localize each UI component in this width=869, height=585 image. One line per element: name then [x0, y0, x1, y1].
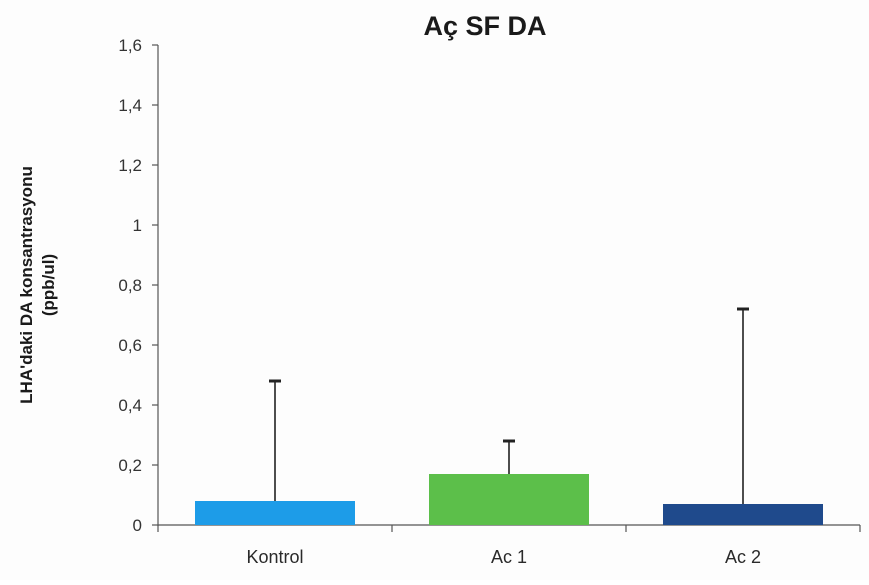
y-tick-label: 0,4 — [118, 396, 142, 415]
bar-ac-1 — [429, 474, 589, 525]
y-tick-label: 0,2 — [118, 456, 142, 475]
x-tick-label: Ac 2 — [725, 547, 761, 567]
y-tick-label: 1,4 — [118, 96, 142, 115]
y-axis-label: LHA'daki DA konsantrasyonu (ppb/ul) — [17, 166, 58, 404]
y-tick-label: 0 — [133, 516, 142, 535]
y-tick-label: 1,6 — [118, 36, 142, 55]
y-axis-label-line-2: (ppb/ul) — [39, 254, 58, 316]
y-tick-labels: 0 0,2 0,4 0,6 0,8 1 1,2 1,4 1,6 — [118, 36, 142, 535]
y-tick-label: 0,8 — [118, 276, 142, 295]
chart-title: Aç SF DA — [423, 11, 546, 41]
bar-ac-2 — [663, 504, 823, 525]
y-tick-label: 1 — [133, 216, 142, 235]
x-tick-label: Kontrol — [246, 547, 303, 567]
y-tick-label: 0,6 — [118, 336, 142, 355]
bar-kontrol — [195, 501, 355, 525]
error-bars — [269, 307, 749, 504]
y-axis-label-line-1: LHA'daki DA konsantrasyonu — [17, 166, 36, 404]
axes — [152, 44, 861, 532]
bars — [195, 474, 823, 525]
x-tick-label: Ac 1 — [491, 547, 527, 567]
x-tick-labels: Kontrol Ac 1 Ac 2 — [246, 547, 761, 567]
y-tick-label: 1,2 — [118, 156, 142, 175]
